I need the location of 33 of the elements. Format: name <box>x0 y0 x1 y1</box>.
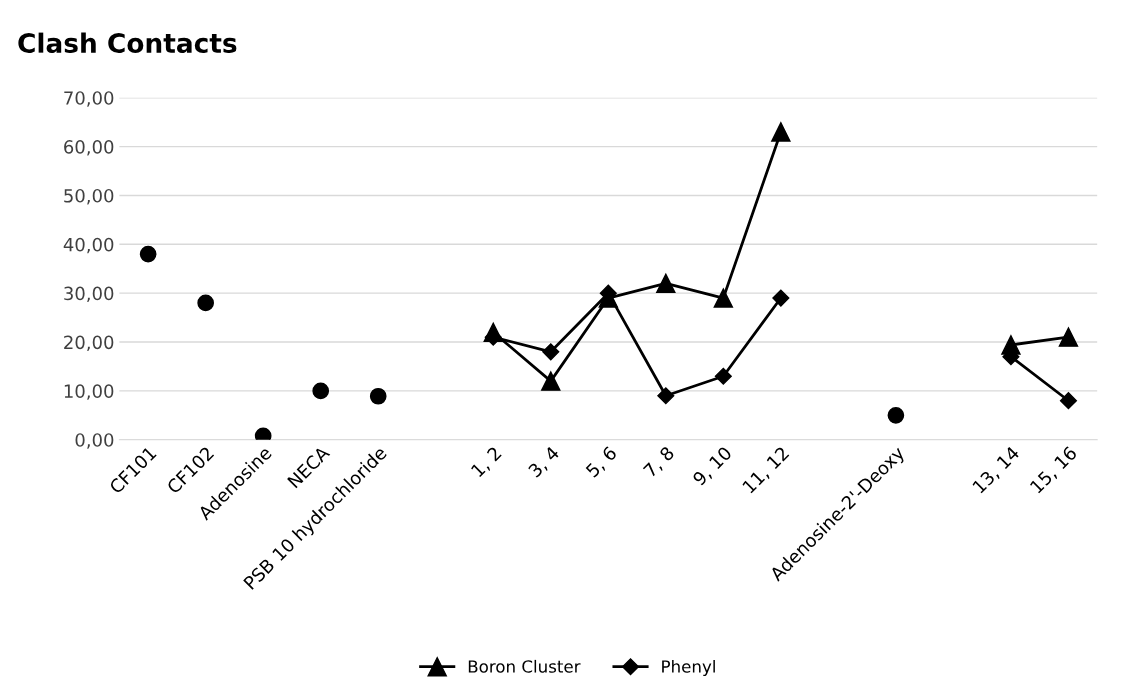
legend-label: Phenyl <box>662 659 715 677</box>
point <box>772 289 790 307</box>
y-tick-label: 70,00 <box>64 91 114 107</box>
x-tick-label: 15, 16 <box>1029 445 1079 495</box>
y-tick-label: 30,00 <box>64 286 114 303</box>
point <box>1059 392 1077 410</box>
y-tick-label: 50,00 <box>64 188 114 205</box>
point <box>312 382 330 400</box>
point <box>713 288 734 308</box>
chart-title: Clash Contacts <box>18 32 237 54</box>
x-tick-label: 5, 6 <box>585 445 619 480</box>
x-tick-label: 1, 2 <box>470 446 504 479</box>
x-tick-label: 13, 14 <box>971 445 1022 495</box>
y-tick-label: 0,00 <box>75 433 114 449</box>
point <box>656 273 676 294</box>
point <box>541 371 561 391</box>
point <box>542 343 560 361</box>
y-tick-label: 60,00 <box>64 140 114 156</box>
point <box>197 294 214 312</box>
x-tick-label: 9, 10 <box>691 445 734 488</box>
x-tick-label: 3, 4 <box>527 445 562 480</box>
y-tick-label: 40,00 <box>63 237 114 254</box>
y-tick-label: 10,00 <box>64 384 114 400</box>
x-tick-label: 7, 8 <box>642 445 677 480</box>
point <box>771 122 791 142</box>
legend-label: Boron Cluster <box>468 659 581 673</box>
point <box>714 367 732 385</box>
point <box>139 245 157 263</box>
y-tick-label: 20,00 <box>64 335 114 351</box>
point <box>657 387 675 405</box>
point <box>369 387 387 405</box>
point <box>1058 327 1079 347</box>
point <box>887 406 905 424</box>
